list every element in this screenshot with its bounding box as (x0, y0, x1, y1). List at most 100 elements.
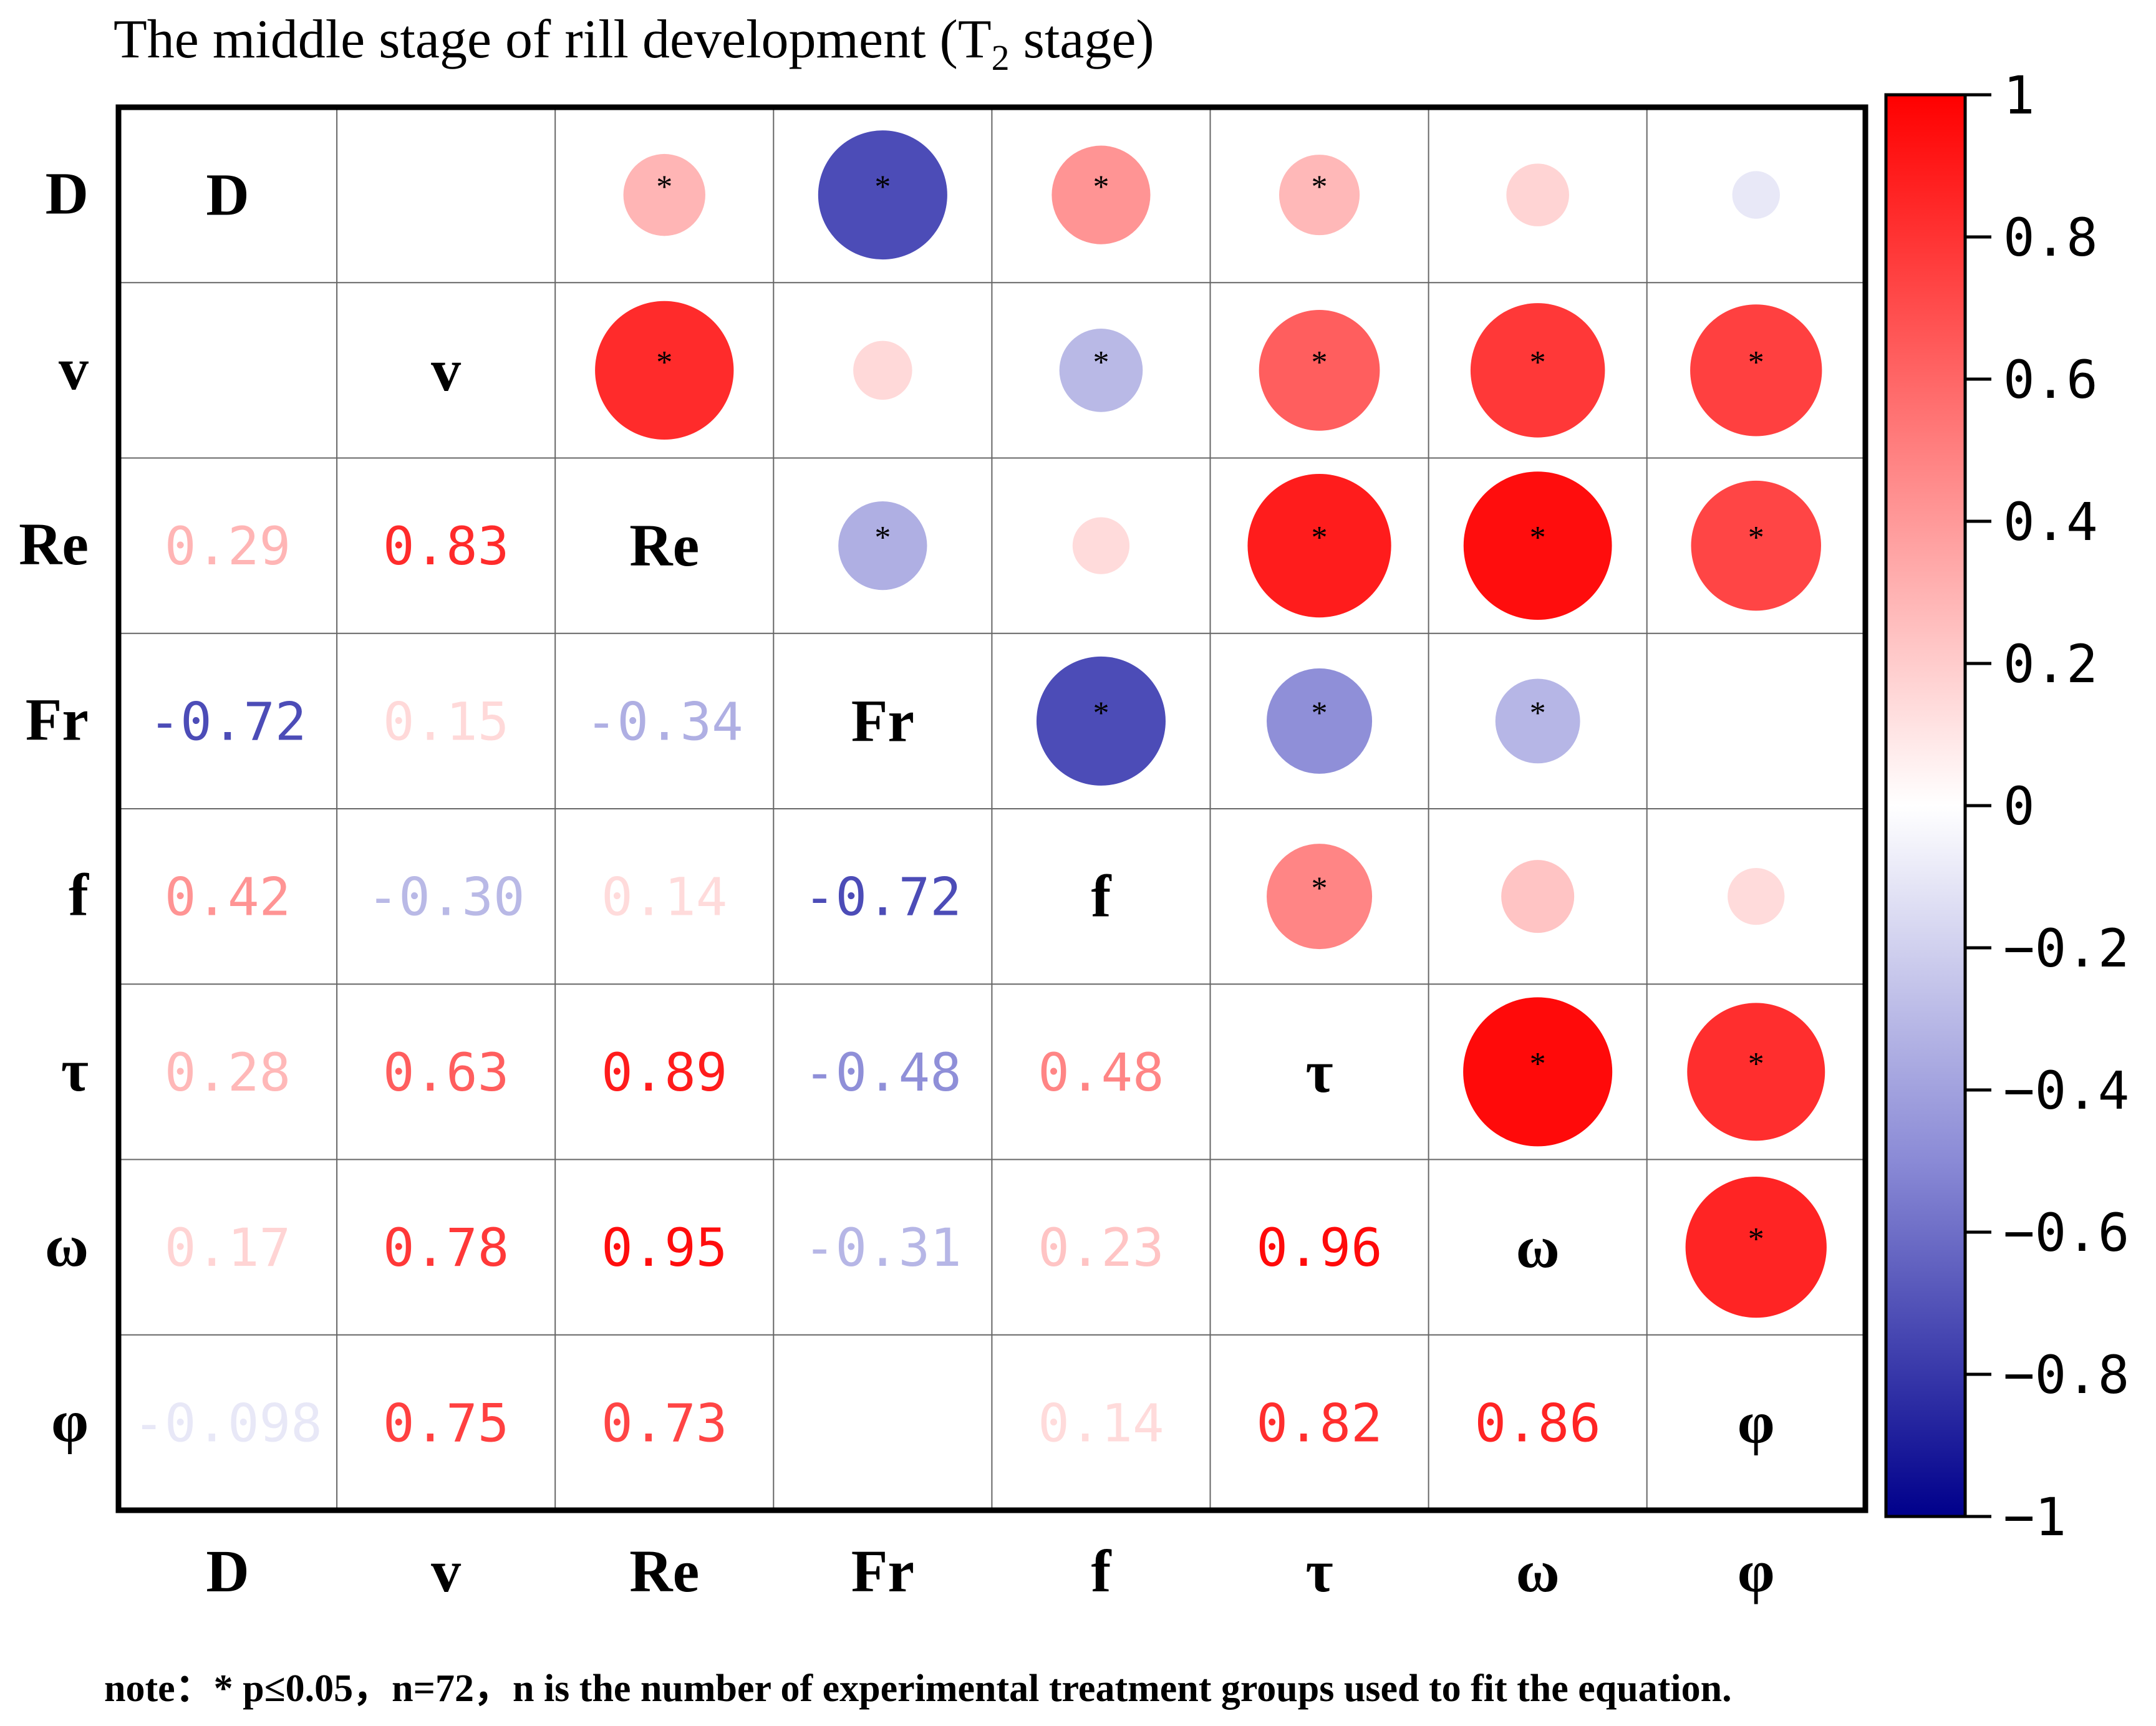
correlation-circle (1247, 474, 1391, 618)
column-label: φ (1738, 1538, 1775, 1604)
correlation-circle (1732, 171, 1780, 219)
row-labels: Dv Re Fr f τ ω φ (19, 160, 89, 1455)
column-label: D (206, 1538, 249, 1604)
correlation-circle (595, 301, 734, 440)
correlation-circle (1470, 303, 1605, 438)
correlation-value-label: 0.14 (601, 867, 727, 928)
correlation-value-label: -0.72 (804, 867, 962, 928)
significance-star: * (656, 170, 672, 205)
significance-star: * (1748, 1046, 1764, 1082)
correlation-value-label: 0.48 (1038, 1042, 1164, 1103)
significance-star: * (1093, 695, 1109, 731)
significance-star: * (1312, 695, 1328, 731)
significance-star: * (1530, 520, 1546, 556)
colorbar (1884, 93, 1967, 1518)
significance-star: * (1530, 695, 1546, 731)
correlation-value-label: 0.63 (383, 1042, 509, 1103)
colorbar-tick-label: −0.4 (2003, 1060, 2129, 1121)
correlation-circle (623, 153, 705, 236)
colorbar-tick-label: 0.8 (2003, 207, 2098, 268)
correlation-circle (1501, 860, 1575, 933)
significance-star: * (874, 520, 891, 556)
significance-star: * (1748, 1222, 1764, 1257)
correlation-value-label: 0.75 (383, 1392, 509, 1454)
colorbar-tick-label: 1 (2003, 65, 2035, 126)
significance-star: * (1312, 345, 1328, 380)
correlation-value-label: 0.15 (383, 691, 509, 752)
correlation-circle (838, 501, 927, 591)
column-label: f (1091, 1538, 1111, 1604)
colorbar-tick-label: 0.4 (2003, 491, 2098, 552)
colorbar-tick-label: −0.6 (2003, 1202, 2129, 1263)
correlation-circle (1267, 668, 1373, 774)
colorbar-tick-label: −0.2 (2003, 918, 2129, 979)
correlation-circle (1463, 471, 1612, 620)
correlation-circle (818, 130, 947, 260)
correlation-value-label: -0.30 (367, 867, 525, 928)
correlation-value-label: 0.14 (1038, 1392, 1164, 1454)
significance-star: * (656, 345, 672, 380)
correlation-circle (1687, 1003, 1825, 1141)
grid-lines (118, 107, 1865, 1510)
chart-title-tail: stage) (1010, 9, 1154, 70)
correlation-value-label: 0.86 (1475, 1392, 1601, 1454)
correlation-value-label: 0.17 (165, 1217, 291, 1278)
correlation-value-label: 0.82 (1256, 1392, 1382, 1454)
plot-frame (115, 104, 1868, 1513)
correlation-value-label: -0.098 (133, 1392, 322, 1454)
chart-title: The middle stage of rill development (T2… (114, 9, 1154, 78)
colorbar-tick-label: 0.2 (2003, 634, 2098, 695)
correlation-value-label: 0.89 (601, 1042, 727, 1103)
column-label: Fr (851, 1538, 914, 1604)
significance-star: * (1312, 871, 1328, 907)
correlation-circle (1072, 517, 1130, 574)
correlation-circle (1051, 145, 1151, 244)
correlation-circle (1506, 163, 1569, 226)
correlation-value-label: -0.48 (804, 1042, 962, 1103)
diagonal-label: Re (629, 512, 699, 579)
correlation-circle (1279, 155, 1360, 236)
correlation-value-label: -0.31 (804, 1217, 962, 1278)
significance-star: * (1748, 345, 1764, 380)
row-label: D (46, 160, 89, 227)
significance-star: * (1312, 170, 1328, 205)
correlation-value-label: -6.9E-5 (117, 340, 338, 402)
correlation-value-label: 0.95 (601, 1217, 727, 1278)
significance-star: * (1748, 520, 1764, 556)
correlation-circle (1728, 867, 1785, 925)
correlation-value-label: 0.23 (1038, 1217, 1164, 1278)
significance-star: * (874, 170, 891, 205)
colorbar-tick-label: 0 (2003, 776, 2035, 837)
colorbar-ticks: 1 0.8 0.6 0.4 0.2 0 −0.2 −0.4 −0.6 −0.8 −1 (1965, 65, 2129, 1548)
colorbar-tick-label: −0.8 (2003, 1344, 2129, 1405)
row-label: ω (45, 1212, 89, 1279)
row-label: Re (19, 511, 89, 577)
column-label: τ (1305, 1538, 1333, 1604)
correlation-value-label: 0.42 (165, 867, 291, 928)
correlation-circle (445, 194, 447, 196)
footnote: note：* p≤0.05，n=72，n is the number of ex… (104, 1667, 1732, 1710)
chart-title-main: The middle stage of rill development (T (114, 9, 992, 70)
row-label: f (69, 862, 89, 928)
chart-title-subscript: 2 (992, 37, 1010, 78)
correlation-value-label: 0.73 (601, 1392, 727, 1454)
diagonal-label: v (431, 337, 461, 403)
column-label: v (431, 1538, 461, 1604)
correlation-value-label: 0.83 (383, 516, 509, 577)
column-label: ω (1516, 1538, 1560, 1604)
correlation-circle (1495, 678, 1580, 764)
significance-star: * (1530, 1046, 1546, 1082)
correlation-circle (1059, 329, 1143, 412)
diagonal-label: Fr (851, 687, 914, 754)
significance-star: * (1312, 520, 1328, 556)
correlation-value-label: 0.78 (383, 1217, 509, 1278)
column-label: Re (629, 1538, 699, 1604)
correlation-circle (1691, 480, 1821, 611)
correlation-value-label: 0.96 (1256, 1217, 1382, 1278)
correlation-circle (1267, 844, 1373, 950)
colorbar-tick-label: 0.6 (2003, 349, 2098, 410)
row-label: τ (61, 1037, 89, 1104)
diagonal-label: τ (1305, 1038, 1333, 1105)
